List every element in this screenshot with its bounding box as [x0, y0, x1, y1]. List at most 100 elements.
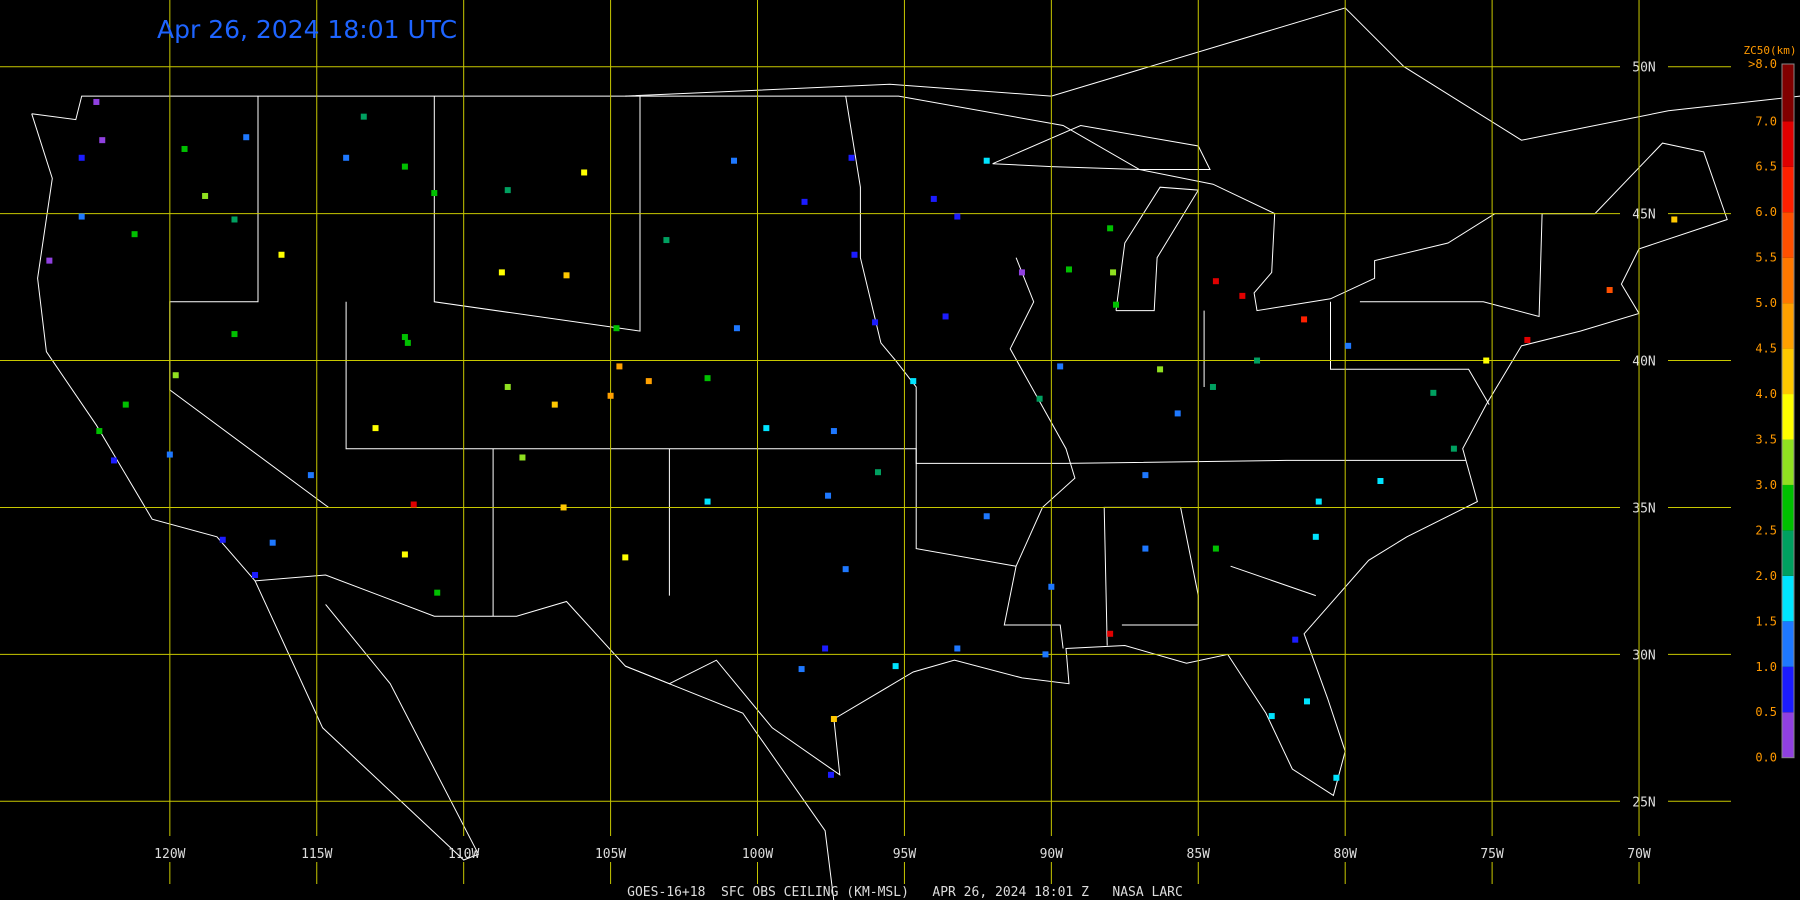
station — [954, 213, 961, 220]
station — [181, 145, 188, 152]
station — [704, 498, 711, 505]
longitude-label: 90W — [1040, 847, 1064, 862]
longitude-label: 100W — [742, 847, 773, 862]
station — [1606, 287, 1613, 294]
station — [504, 383, 511, 390]
station — [431, 190, 438, 197]
station — [343, 154, 350, 161]
boundary-line — [1330, 301, 1490, 405]
colorbar-top-label: >8.0 — [1748, 57, 1777, 71]
station — [78, 213, 85, 220]
station — [1333, 774, 1340, 781]
longitude-label: 95W — [893, 847, 917, 862]
station — [954, 645, 961, 652]
colorbar: 0.0 0.5 1.0 1.5 2.0 2.5 3.0 3.5 4.0 4.5 5.0 5.5 6.0 6… — [1744, 44, 1797, 765]
boundary-line — [1003, 257, 1076, 649]
station — [498, 269, 505, 276]
station — [560, 504, 567, 511]
longitude-label: 75W — [1480, 847, 1504, 862]
colorbar-segment — [1782, 166, 1794, 213]
station — [1301, 316, 1308, 323]
station — [801, 198, 808, 205]
station — [131, 231, 138, 238]
latitude-label: 45N — [1632, 208, 1655, 223]
station — [1142, 545, 1149, 552]
station — [930, 195, 937, 202]
station — [581, 169, 588, 176]
station — [827, 771, 834, 778]
stations — [46, 98, 1678, 781]
boundary-line — [254, 580, 480, 861]
station — [1107, 225, 1114, 232]
colorbar-segment — [1782, 121, 1794, 167]
boundary-line — [345, 301, 1017, 567]
station — [1212, 278, 1219, 285]
station — [563, 272, 570, 279]
longitude-label: 85W — [1187, 847, 1211, 862]
station — [1239, 292, 1246, 299]
longitude-label: 105W — [595, 847, 626, 862]
colorbar-segment — [1782, 212, 1794, 258]
colorbar-segment — [1782, 348, 1794, 395]
station — [78, 154, 85, 161]
station — [1671, 216, 1678, 223]
latitude-label: 30N — [1632, 648, 1655, 663]
station — [1312, 533, 1319, 540]
station — [663, 237, 670, 244]
station — [202, 192, 209, 199]
station — [1048, 583, 1055, 590]
station — [1345, 342, 1352, 349]
station — [1110, 269, 1117, 276]
station — [1268, 713, 1275, 720]
station — [733, 325, 740, 332]
station — [93, 98, 100, 105]
station — [172, 372, 179, 379]
boundary-line — [1230, 565, 1316, 597]
station — [231, 216, 238, 223]
station — [622, 554, 629, 561]
boundary-line — [845, 96, 1466, 464]
boundary-line — [433, 96, 641, 332]
colorbar-tick-label: 6.0 — [1755, 205, 1777, 219]
station — [1036, 395, 1043, 402]
boundary-line — [31, 95, 1728, 797]
colorbar-segment — [1782, 257, 1794, 304]
colorbar-segment — [1782, 439, 1794, 485]
station — [1018, 269, 1025, 276]
station — [1450, 445, 1457, 452]
colorbar-segment — [1782, 303, 1794, 349]
colorbar-segment — [1782, 530, 1794, 576]
colorbar-tick-label: 2.0 — [1755, 569, 1777, 583]
station — [551, 401, 558, 408]
station — [1315, 498, 1322, 505]
station — [46, 257, 53, 264]
latitude-label: 40N — [1632, 355, 1655, 370]
station — [1430, 389, 1437, 396]
colorbar-segment — [1782, 484, 1794, 531]
colorbar-segment — [1782, 575, 1794, 622]
station — [434, 589, 441, 596]
station — [1107, 630, 1114, 637]
station — [401, 163, 408, 170]
colorbar-title: ZC50(km) — [1744, 44, 1797, 57]
station — [874, 469, 881, 476]
colorbar-tick-label: 1.0 — [1755, 660, 1777, 674]
station — [616, 363, 623, 370]
boundary-line — [625, 665, 835, 900]
station — [372, 425, 379, 432]
station — [504, 187, 511, 194]
colorbar-tick-label: 7.0 — [1755, 114, 1777, 128]
station — [1065, 266, 1072, 273]
station — [983, 513, 990, 520]
station — [1212, 545, 1219, 552]
station — [1209, 383, 1216, 390]
longitude-label: 80W — [1333, 847, 1357, 862]
colorbar-segment — [1782, 621, 1794, 667]
station — [1042, 651, 1049, 658]
graticule: 50N 45N 40N 35N 30N 25N 120W 115W 110W 105W 100W 95… — [0, 0, 1731, 884]
station — [1483, 357, 1490, 364]
colorbar-tick-label: 4.0 — [1755, 387, 1777, 401]
station — [842, 566, 849, 573]
station — [1377, 477, 1384, 484]
